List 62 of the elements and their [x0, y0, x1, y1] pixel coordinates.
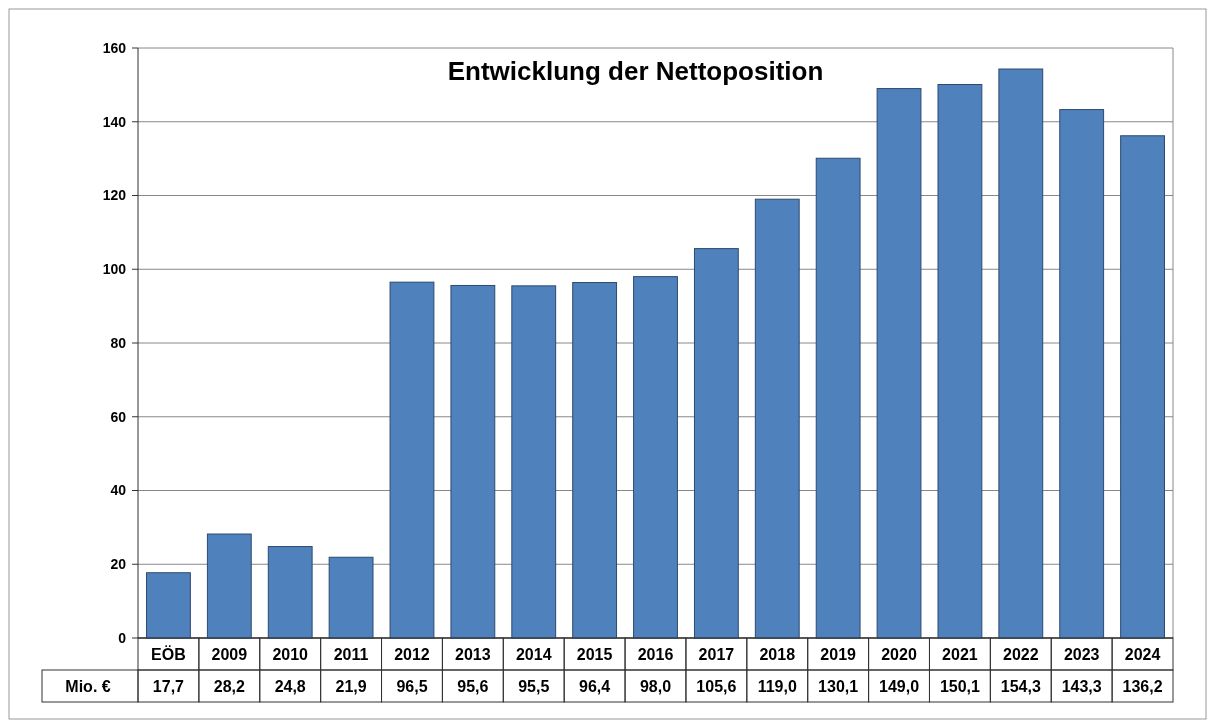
x-tick-label: 2024	[1124, 645, 1161, 663]
bar	[633, 276, 678, 639]
bar	[572, 282, 618, 639]
data-label: 17,7	[152, 677, 185, 695]
bar	[937, 84, 983, 639]
x-tick-label: EÖB	[151, 644, 186, 663]
bar	[389, 281, 435, 639]
x-tick-label: 2023	[1063, 645, 1100, 663]
data-label: 154,3	[1000, 677, 1041, 695]
data-label: 24,8	[274, 677, 306, 695]
x-tick-label: 2015	[576, 645, 613, 663]
data-label: 28,2	[213, 677, 245, 695]
y-tick-label: 100	[102, 261, 127, 278]
data-label: 143,3	[1061, 677, 1102, 695]
y-tick-label: 120	[102, 187, 127, 204]
x-tick-label: 2010	[272, 645, 309, 663]
bar	[328, 556, 374, 639]
data-label: 95,5	[518, 677, 550, 695]
data-label: 130,1	[818, 677, 859, 695]
data-label: 136,2	[1122, 677, 1163, 695]
x-tick-label: 2020	[881, 645, 917, 663]
data-label: 95,6	[457, 677, 489, 695]
y-tick-label: 20	[110, 556, 127, 573]
data-label: 98,0	[639, 677, 672, 695]
x-tick-label: 2022	[1003, 645, 1039, 663]
x-tick-label: 2012	[394, 645, 430, 663]
x-tick-label: 2018	[759, 645, 796, 663]
data-label: 21,9	[335, 677, 367, 695]
x-tick-label: 2011	[333, 645, 369, 663]
data-label: 119,0	[757, 677, 797, 695]
bar	[754, 198, 800, 639]
data-label: 150,1	[939, 677, 981, 695]
data-label: 96,4	[579, 677, 611, 695]
bar	[1059, 109, 1105, 639]
x-tick-label: 2013	[455, 645, 491, 663]
y-tick-label: 80	[110, 334, 127, 351]
y-tick-label: 0	[118, 629, 127, 646]
data-label: 96,5	[396, 677, 428, 695]
bar	[1120, 135, 1165, 639]
chart-title: Entwicklung der Nettoposition	[447, 56, 824, 86]
x-tick-label: 2021	[942, 645, 978, 663]
bar	[206, 533, 252, 639]
bar	[876, 88, 922, 639]
bar	[998, 68, 1044, 639]
x-tick-label: 2009	[211, 645, 248, 663]
x-tick-label: 2019	[820, 645, 857, 663]
bar	[267, 546, 313, 639]
bar	[146, 572, 191, 639]
bar	[693, 248, 739, 639]
x-tick-label: 2014	[515, 645, 552, 663]
y-tick-label: 40	[110, 482, 127, 499]
data-label: 149,0	[879, 677, 920, 695]
bar	[450, 284, 496, 639]
bar	[511, 285, 557, 639]
y-tick-label: 140	[102, 113, 127, 130]
y-tick-label: 60	[110, 408, 127, 425]
data-label: 105,6	[696, 677, 737, 695]
y-tick-label: 160	[102, 39, 127, 56]
x-tick-label: 2017	[698, 645, 735, 663]
bar	[815, 157, 861, 639]
x-tick-label: 2016	[637, 645, 674, 663]
text: Mio. €	[65, 677, 111, 695]
